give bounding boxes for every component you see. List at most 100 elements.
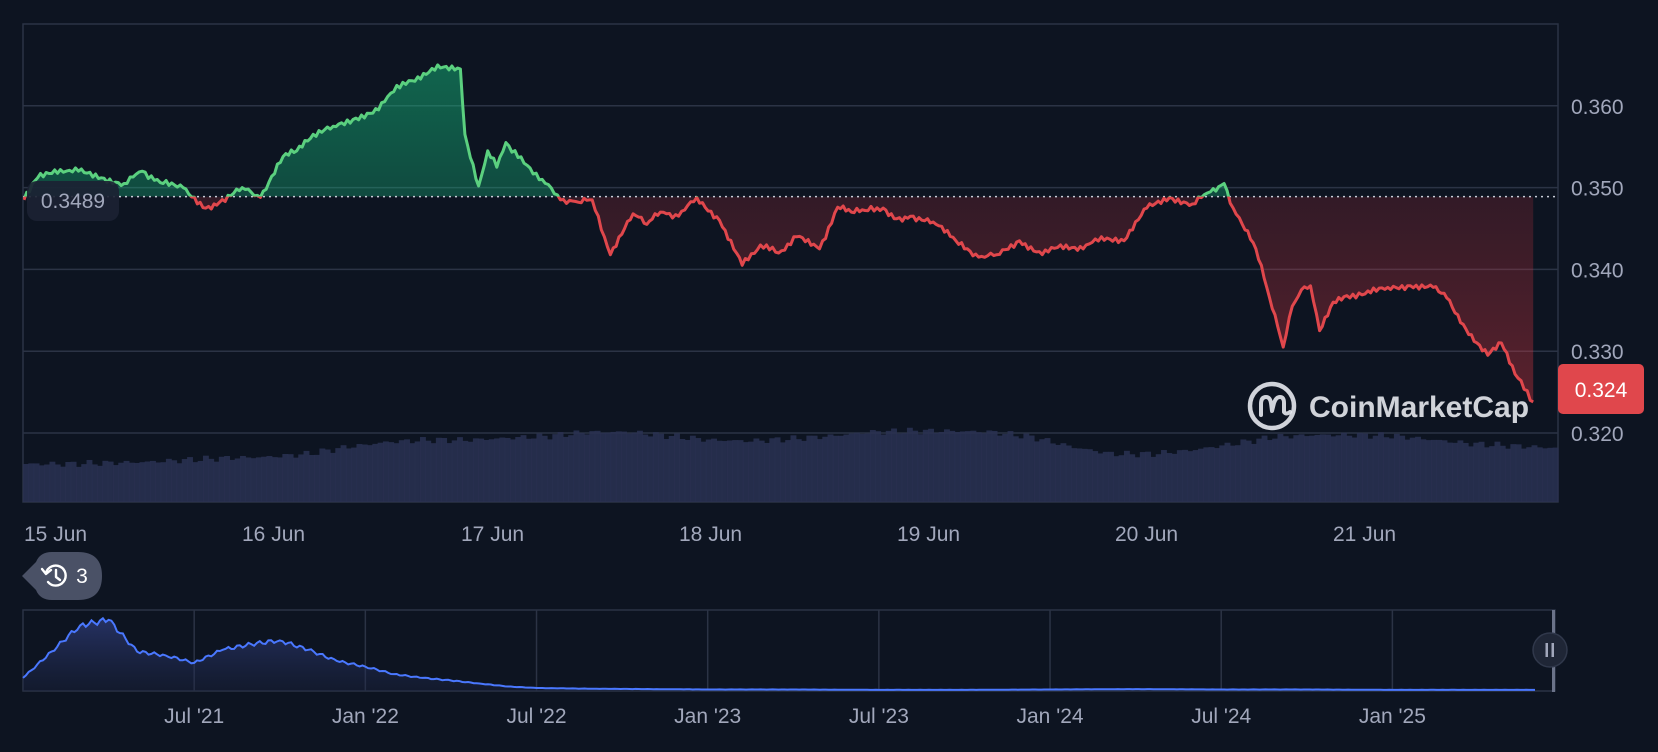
volume-bar — [1441, 440, 1448, 502]
volume-bar — [1208, 447, 1215, 502]
history-badge[interactable]: 3 — [22, 552, 102, 600]
volume-bar — [176, 463, 183, 502]
volume-bar — [165, 458, 172, 502]
volume-bar — [615, 431, 622, 502]
volume-bar — [372, 443, 379, 502]
volume-bar — [1092, 451, 1099, 502]
volume-bar — [202, 455, 209, 502]
volume-bar — [155, 462, 162, 502]
coinmarketcap-logo-icon — [1247, 381, 1297, 431]
navigator-x-tick-label: Jan '24 — [1017, 705, 1084, 728]
volume-bar — [1018, 438, 1024, 502]
volume-bar — [192, 462, 199, 502]
volume-bar — [970, 430, 977, 502]
volume-bar — [859, 433, 866, 502]
volume-bar — [287, 454, 294, 502]
volume-bar — [234, 458, 241, 502]
volume-bar — [462, 440, 469, 502]
volume-bar — [1150, 456, 1157, 502]
volume-bar — [726, 440, 733, 502]
volume-bar — [1198, 448, 1204, 502]
volume-bar — [1404, 439, 1411, 502]
volume-bar — [1457, 440, 1464, 502]
volume-bar — [1065, 445, 1072, 502]
y-tick-label: 0.320 — [1571, 423, 1624, 446]
volume-bar — [1256, 438, 1263, 502]
volume-bar — [922, 429, 929, 502]
volume-bar — [171, 460, 178, 502]
volume-bar — [737, 440, 744, 502]
volume-bar — [795, 439, 802, 502]
volume-bar — [1303, 436, 1310, 502]
volume-bar — [340, 445, 347, 502]
x-axis-labels: 15 Jun 16 Jun 17 Jun 18 Jun 19 Jun 20 Jun 21 J… — [24, 523, 1396, 546]
volume-bar — [610, 431, 617, 502]
volume-bar — [578, 432, 585, 502]
volume-bar — [1356, 432, 1363, 502]
volume-bar — [1515, 444, 1522, 502]
current-price-badge: 0.324 — [1558, 364, 1644, 414]
volume-bar — [1367, 438, 1374, 502]
volume-bar — [816, 439, 823, 502]
volume-bar — [562, 436, 569, 502]
volume-bar — [1362, 433, 1369, 502]
volume-bar — [981, 433, 987, 502]
volume-bar — [1240, 439, 1247, 502]
volume-bar — [1235, 445, 1242, 502]
volume-bar — [33, 463, 40, 502]
volume-bar — [60, 466, 66, 502]
reference-price-badge: 0.3489 — [27, 181, 119, 221]
volume-bar — [1166, 453, 1173, 502]
volume-bar — [716, 440, 723, 502]
volume-bar — [345, 448, 352, 502]
grip-bar-icon — [1551, 643, 1554, 657]
volume-bar — [652, 432, 659, 502]
volume-bar — [197, 460, 204, 502]
volume-bar — [1346, 435, 1353, 502]
navigator-line — [22, 616, 1535, 691]
volume-bar — [367, 445, 373, 502]
price-line-down — [23, 196, 1534, 404]
volume-bar — [1452, 442, 1459, 502]
volume-bar — [1372, 435, 1379, 502]
area-down-fill — [24, 196, 1534, 402]
volume-bar — [245, 457, 252, 502]
x-tick-label: 20 Jun — [1115, 523, 1178, 546]
y-tick-label: 0.360 — [1571, 96, 1624, 119]
volume-bar — [668, 435, 675, 502]
volume-bar — [356, 444, 363, 502]
volume-bar — [483, 439, 490, 502]
volume-bar — [1293, 435, 1300, 502]
volume-bar — [23, 464, 29, 502]
volume-bar — [1102, 451, 1109, 502]
volume-bar — [335, 448, 342, 502]
volume-bar — [843, 434, 850, 502]
volume-bar — [1251, 443, 1257, 502]
navigator-x-tick-label: Jul '21 — [164, 705, 224, 728]
volume-bar — [144, 461, 151, 502]
navigator-chart[interactable]: Jul '21 Jan '22 Jul '22 Jan '23 Jul '23 Jan '… — [22, 609, 1568, 728]
volume-bar — [1325, 434, 1331, 502]
navigator-handle-grip[interactable] — [1532, 632, 1568, 668]
volume-bar — [255, 457, 262, 502]
volume-bar — [1139, 452, 1146, 502]
volume-bar — [1536, 447, 1543, 502]
volume-bar — [764, 442, 770, 502]
volume-bar — [134, 462, 141, 502]
volume-bar — [1409, 437, 1416, 502]
price-area-above-reference — [25, 64, 1229, 197]
volume-bar — [224, 455, 231, 502]
volume-bar — [494, 438, 500, 502]
volume-bar — [1319, 434, 1326, 502]
volume-bar — [536, 433, 543, 502]
volume-bar — [1531, 445, 1538, 502]
volume-bar — [266, 456, 273, 502]
volume-bar — [1155, 454, 1162, 502]
volume-bar — [208, 458, 215, 502]
volume-bar — [901, 433, 908, 502]
volume-bar — [790, 435, 797, 502]
volume-bar — [457, 437, 463, 502]
volume-bar — [991, 430, 998, 502]
volume-bar — [150, 460, 156, 502]
volume-bar — [774, 437, 781, 502]
